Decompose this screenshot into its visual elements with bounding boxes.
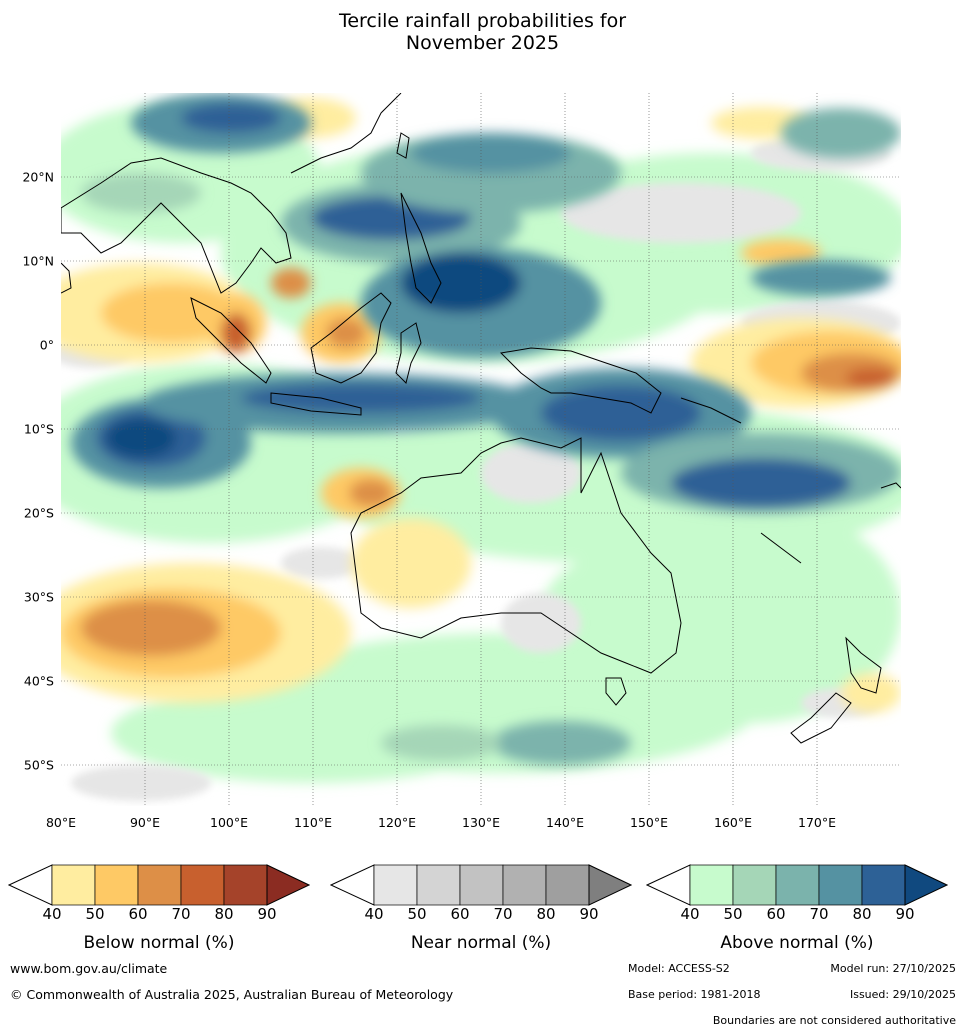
- cbar2-high-extend: [588, 864, 632, 906]
- coastlines: [61, 93, 901, 744]
- new-caledonia-coast: [760, 532, 802, 564]
- borneo-coast: [310, 292, 392, 384]
- taiwan-coast: [396, 132, 410, 159]
- copyright-text: © Commonwealth of Australia 2025, Austra…: [10, 987, 454, 1002]
- cbar1-tick: 40: [42, 905, 62, 923]
- lon-label-150e: 150°E: [629, 815, 669, 830]
- sulawesi-coast: [395, 322, 422, 384]
- cbar3-tick: 40: [680, 905, 700, 923]
- cbar3-low-extend: [646, 864, 691, 906]
- cbar3-tick: 70: [809, 905, 829, 923]
- solomon-coast: [680, 397, 742, 424]
- cbar1-tick: 50: [85, 905, 105, 923]
- lat-label-30s: 30°S: [23, 589, 54, 605]
- cbar3-tick: 60: [766, 905, 786, 923]
- lat-label-10n: 10°N: [22, 253, 54, 269]
- new-guinea-coast: [499, 347, 662, 414]
- nz-north-coast: [845, 636, 882, 694]
- disclaimer-text: Boundaries are not considered authoritat…: [712, 1014, 956, 1027]
- cbar1-seg-3: [137, 864, 182, 906]
- lat-label-20s: 20°S: [23, 505, 54, 521]
- lon-label-130e: 130°E: [461, 815, 501, 830]
- issued-text: Issued: 29/10/2025: [849, 988, 956, 1001]
- cbar2-tick: 40: [364, 905, 384, 923]
- cbar1-high-extend: [266, 864, 310, 906]
- lat-label-20n: 20°N: [22, 169, 54, 185]
- cbar1-tick: 60: [128, 905, 148, 923]
- cbar1-title: Below normal (%): [83, 933, 235, 953]
- title-line-2: November 2025: [405, 32, 560, 54]
- lat-label-10s: 10°S: [23, 421, 54, 437]
- cbar2-tick: 50: [407, 905, 427, 923]
- lat-label-50s: 50°S: [23, 757, 54, 773]
- cbar3-title: Above normal (%): [720, 933, 874, 953]
- cbar2-tick: 60: [450, 905, 470, 923]
- rainfall-map: [61, 93, 901, 806]
- lon-label-170e: 170°E: [797, 815, 837, 830]
- cbar3-high-extend: [904, 864, 948, 906]
- graticule: [61, 93, 901, 806]
- cbar1-low-extend: [8, 864, 53, 906]
- cbar1-seg-1: [51, 864, 96, 906]
- australia-coast: [350, 437, 682, 674]
- colorbar-above-normal: [646, 864, 948, 906]
- cbar1-tick: 90: [257, 905, 277, 923]
- sumatra-coast: [190, 297, 272, 384]
- asia-coast: [61, 157, 292, 294]
- colorbar-near-normal: [330, 864, 632, 906]
- cbar2-title: Near normal (%): [410, 933, 552, 953]
- model-run-text: Model run: 27/10/2025: [830, 962, 956, 975]
- cbar3-seg-4: [818, 864, 863, 906]
- cbar1-seg-4: [180, 864, 225, 906]
- cbar2-seg-2: [416, 864, 461, 906]
- cbar3-seg-1: [689, 864, 734, 906]
- title-line-1: Tercile rainfall probabilities for: [338, 10, 627, 32]
- fiji-coast: [880, 482, 901, 489]
- lon-label-140e: 140°E: [545, 815, 585, 830]
- below-normal-areas: [61, 98, 901, 713]
- model-text: Model: ACCESS-S2: [628, 962, 730, 975]
- lon-label-120e: 120°E: [377, 815, 417, 830]
- cbar2-seg-3: [459, 864, 504, 906]
- cbar3-seg-3: [775, 864, 820, 906]
- map-canvas: [61, 93, 901, 806]
- lat-label-0: 0°: [39, 337, 54, 353]
- cbar2-tick: 70: [493, 905, 513, 923]
- base-period-text: Base period: 1981-2018: [628, 988, 761, 1001]
- lon-label-160e: 160°E: [713, 815, 753, 830]
- lat-label-40s: 40°S: [23, 673, 54, 689]
- cbar1-seg-2: [94, 864, 139, 906]
- cbar2-seg-1: [373, 864, 418, 906]
- nz-south-coast: [790, 692, 852, 744]
- cbar3-tick: 90: [895, 905, 915, 923]
- cbar1-tick: 80: [214, 905, 234, 923]
- tasmania-coast: [605, 677, 627, 706]
- lon-label-90e: 90°E: [129, 815, 161, 830]
- cbar1-seg-5: [223, 864, 268, 906]
- java-coast: [270, 392, 362, 416]
- cbar1-tick: 70: [171, 905, 191, 923]
- cbar2-tick: 90: [579, 905, 599, 923]
- map-title: Tercile rainfall probabilities for Novem…: [0, 10, 965, 54]
- above-normal-strong-areas: [71, 93, 901, 765]
- website-link[interactable]: www.bom.gov.au/climate: [10, 961, 168, 976]
- lon-label-110e: 110°E: [293, 815, 333, 830]
- lon-label-80e: 80°E: [45, 815, 77, 830]
- philippines-coast: [400, 192, 442, 304]
- colorbar-below-normal: [8, 864, 310, 906]
- cbar2-low-extend: [330, 864, 375, 906]
- cbar3-tick: 80: [852, 905, 872, 923]
- sri-lanka-coast: [61, 262, 72, 294]
- china-coast: [290, 93, 402, 174]
- cbar2-seg-4: [502, 864, 547, 906]
- cbar3-seg-5: [861, 864, 906, 906]
- lon-label-100e: 100°E: [209, 815, 249, 830]
- cbar2-tick: 80: [536, 905, 556, 923]
- cbar3-seg-2: [732, 864, 777, 906]
- cbar3-tick: 50: [723, 905, 743, 923]
- cbar2-seg-5: [545, 864, 590, 906]
